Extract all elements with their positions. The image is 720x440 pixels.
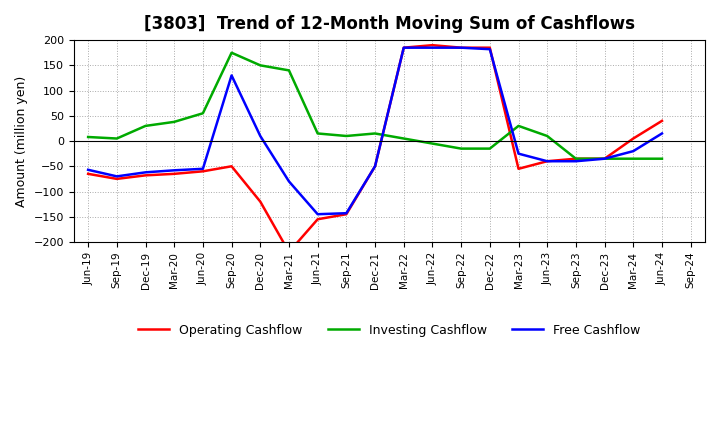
Free Cashflow [657,131,666,136]
Investing Cashflow [199,110,207,116]
Investing Cashflow [543,133,552,139]
Operating Cashflow [456,45,465,50]
Free Cashflow [84,167,92,172]
Investing Cashflow [657,156,666,161]
Operating Cashflow [572,156,580,161]
Line: Operating Cashflow: Operating Cashflow [88,45,662,252]
Line: Investing Cashflow: Investing Cashflow [88,53,662,159]
Investing Cashflow [170,119,179,125]
Operating Cashflow [342,212,351,217]
Operating Cashflow [428,43,437,48]
Free Cashflow [256,133,264,139]
Operating Cashflow [514,166,523,172]
Investing Cashflow [485,146,494,151]
Free Cashflow [600,156,609,161]
Operating Cashflow [400,45,408,50]
Operating Cashflow [657,118,666,124]
Free Cashflow [572,158,580,164]
Free Cashflow [456,45,465,50]
Operating Cashflow [284,249,293,255]
Investing Cashflow [428,141,437,146]
Investing Cashflow [514,123,523,128]
Line: Free Cashflow: Free Cashflow [88,48,662,214]
Operating Cashflow [371,164,379,169]
Investing Cashflow [141,123,150,128]
Title: [3803]  Trend of 12-Month Moving Sum of Cashflows: [3803] Trend of 12-Month Moving Sum of C… [144,15,635,33]
Free Cashflow [514,151,523,156]
Investing Cashflow [256,63,264,68]
Operating Cashflow [199,169,207,174]
Free Cashflow [428,45,437,50]
Free Cashflow [485,47,494,52]
Investing Cashflow [371,131,379,136]
Operating Cashflow [112,176,121,182]
Investing Cashflow [629,156,638,161]
Free Cashflow [170,168,179,173]
Investing Cashflow [84,134,92,139]
Operating Cashflow [543,158,552,164]
Investing Cashflow [112,136,121,141]
Free Cashflow [543,158,552,164]
Investing Cashflow [284,68,293,73]
Free Cashflow [313,212,322,217]
Operating Cashflow [170,171,179,176]
Investing Cashflow [572,156,580,161]
Y-axis label: Amount (million yen): Amount (million yen) [15,75,28,207]
Investing Cashflow [600,156,609,161]
Free Cashflow [141,170,150,175]
Free Cashflow [629,148,638,154]
Operating Cashflow [313,216,322,222]
Operating Cashflow [629,136,638,141]
Free Cashflow [228,73,236,78]
Investing Cashflow [342,133,351,139]
Operating Cashflow [485,45,494,50]
Investing Cashflow [228,50,236,55]
Operating Cashflow [141,173,150,178]
Investing Cashflow [400,136,408,141]
Investing Cashflow [456,146,465,151]
Legend: Operating Cashflow, Investing Cashflow, Free Cashflow: Operating Cashflow, Investing Cashflow, … [133,319,646,342]
Operating Cashflow [256,199,264,204]
Free Cashflow [371,164,379,169]
Free Cashflow [112,174,121,179]
Operating Cashflow [228,164,236,169]
Free Cashflow [284,179,293,184]
Operating Cashflow [84,171,92,176]
Free Cashflow [199,166,207,172]
Free Cashflow [400,45,408,50]
Operating Cashflow [600,156,609,161]
Free Cashflow [342,211,351,216]
Investing Cashflow [313,131,322,136]
